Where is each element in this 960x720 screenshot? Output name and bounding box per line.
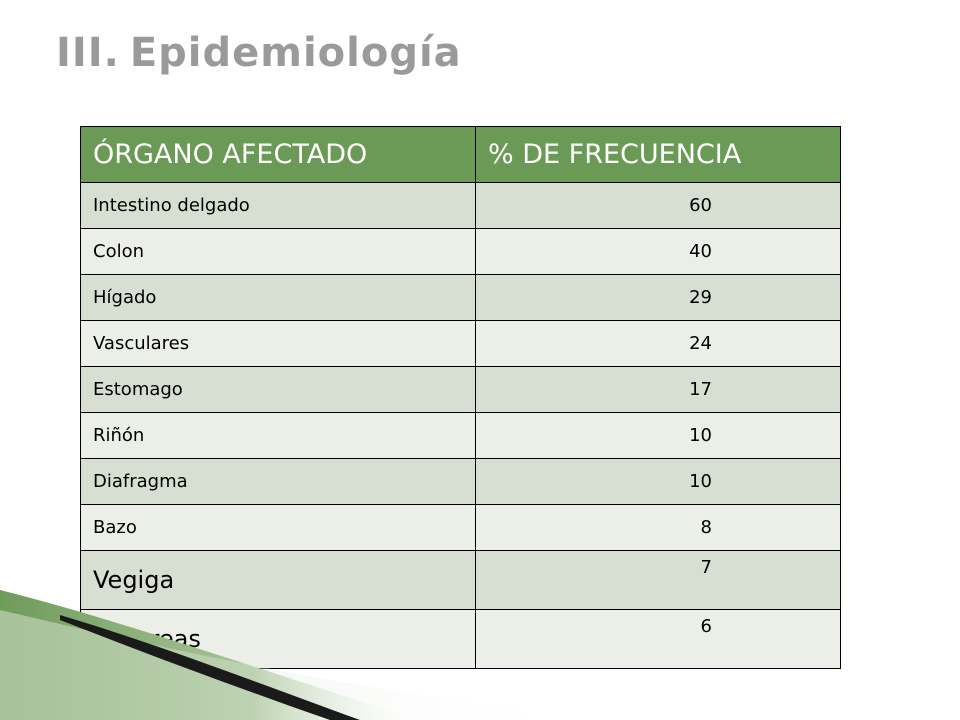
slide-title: III. Epidemiología (56, 30, 462, 76)
frequency-cell: 10 (475, 458, 841, 505)
table-row: Estomago 17 (80, 366, 841, 413)
organ-cell: Bazo (80, 504, 476, 551)
table-header-row: ÓRGANO AFECTADO % DE FRECUENCIA (80, 126, 841, 183)
frequency-cell: 10 (475, 412, 841, 459)
table-row: Vegiga 7 (80, 550, 841, 610)
organ-cell: Vasculares (80, 320, 476, 367)
organ-cell: Estomago (80, 366, 476, 413)
table-row: Intestino delgado 60 (80, 182, 841, 229)
frequency-cell: 7 (475, 550, 841, 610)
table-row: Vasculares 24 (80, 320, 841, 367)
frequency-cell: 8 (475, 504, 841, 551)
frequency-cell: 17 (475, 366, 841, 413)
frequency-cell: 40 (475, 228, 841, 275)
table-row: Colon 40 (80, 228, 841, 275)
table-row: Hígado 29 (80, 274, 841, 321)
frequency-cell: 6 (475, 609, 841, 669)
table-row: Diafragma 10 (80, 458, 841, 505)
title-numeral: III. (56, 30, 120, 76)
organ-cell: Hígado (80, 274, 476, 321)
organ-cell: Diafragma (80, 458, 476, 505)
organ-cell: Vegiga (80, 550, 476, 610)
frequency-cell: 60 (475, 182, 841, 229)
organ-cell: Intestino delgado (80, 182, 476, 229)
table-row: Riñón 10 (80, 412, 841, 459)
decorative-swoosh (0, 590, 600, 720)
header-organ: ÓRGANO AFECTADO (80, 126, 476, 183)
frequency-table: ÓRGANO AFECTADO % DE FRECUENCIA Intestin… (80, 126, 841, 669)
table-row: Bazo 8 (80, 504, 841, 551)
organ-cell: Colon (80, 228, 476, 275)
header-frequency: % DE FRECUENCIA (475, 126, 841, 183)
organ-cell: Riñón (80, 412, 476, 459)
title-text: Epidemiología (129, 30, 462, 76)
frequency-cell: 24 (475, 320, 841, 367)
frequency-cell: 29 (475, 274, 841, 321)
